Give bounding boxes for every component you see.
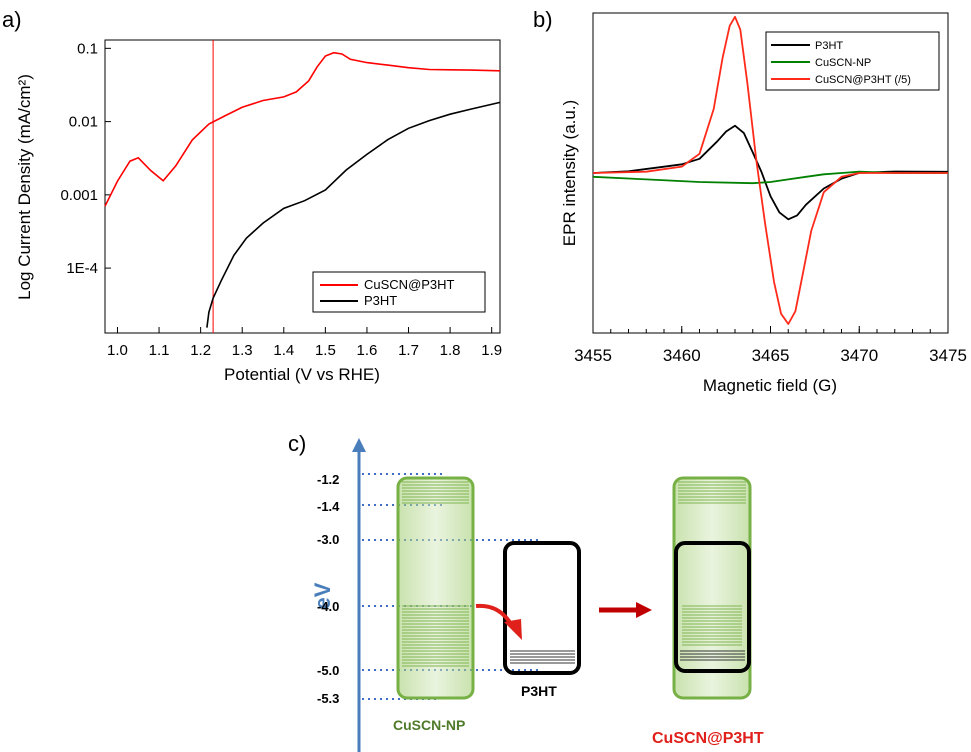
- cuscn-np-label: CuSCN-NP: [393, 717, 465, 733]
- panel-b-series: [592, 15, 949, 325]
- cuscn-np-band-box: [396, 476, 475, 700]
- panel-a-y-tick-label: 1E-4: [66, 260, 98, 277]
- panel-b-series-cuscn-np: [592, 170, 948, 185]
- level-label-1: -1.2: [317, 472, 339, 487]
- panel-a-x-tick-label: 1.2: [190, 342, 211, 359]
- panel-b-x-tick-label: 3455: [574, 346, 612, 365]
- level-label-2: -1.4: [317, 499, 340, 514]
- panel-a-log-current-chart: a) 1.0 1.1 1.2 1.3 1.4 1.5 1.6 1.7 1.8 1.9 1E-4 0.…: [2, 7, 502, 384]
- legend-label-cuscn-np: CuSCN-NP: [815, 57, 871, 69]
- composite-p3ht-box: [674, 541, 751, 673]
- panel-b-ticks: [592, 326, 949, 333]
- panel-a-series-p3ht: [206, 101, 501, 328]
- panel-a-x-tick-label: 1.9: [481, 342, 502, 359]
- legend-label-p3ht-epr: P3HT: [815, 40, 843, 52]
- panel-a-x-tick-label: 1.0: [107, 342, 128, 359]
- cuscn-np-valence-lines: [402, 605, 469, 667]
- panel-a-x-tick-labels: 1.0 1.1 1.2 1.3 1.4 1.5 1.6 1.7 1.8 1.9: [107, 342, 502, 359]
- p3ht-label: P3HT: [521, 683, 557, 699]
- panel-c-energy-diagram: c) eV -1.2 -1.4 -3.0 -4.0 -5.0 -5.3 CuSC…: [288, 431, 764, 752]
- p3ht-band-box: [503, 541, 581, 675]
- panel-a-ticks: [105, 47, 493, 333]
- panel-b-x-tick-label: 3470: [840, 346, 878, 365]
- cuscn-np-conduction-lines: [402, 481, 469, 504]
- panel-b-x-tick-labels: 3455 3460 3465 3470 3475: [574, 346, 967, 365]
- panel-a-label: a): [2, 7, 22, 32]
- panel-a-x-tick-label: 1.3: [232, 342, 253, 359]
- panel-b-y-axis-title: EPR intensity (a.u.): [560, 100, 579, 246]
- level-label-6: -5.3: [317, 691, 339, 706]
- composite-label: CuSCN@P3HT: [652, 730, 764, 747]
- legend-label-cuscn-p3ht-div5: CuSCN@P3HT (/5): [815, 74, 911, 86]
- ev-axis-title: eV: [310, 582, 335, 609]
- panel-b-x-axis-title: Magnetic field (G): [703, 376, 837, 395]
- panel-a-y-tick-label: 0.001: [60, 187, 98, 204]
- panel-a-x-axis-title: Potential (V vs RHE): [224, 365, 380, 384]
- charge-transfer-arrowhead: [504, 619, 522, 640]
- legend-label-p3ht: P3HT: [364, 293, 397, 308]
- panel-a-y-tick-label: 0.1: [77, 40, 98, 57]
- panel-a-x-tick-label: 1.8: [440, 342, 461, 359]
- panel-a-x-tick-label: 1.6: [357, 342, 378, 359]
- composite-valence-lines: [682, 605, 742, 646]
- panel-a-x-tick-label: 1.7: [398, 342, 419, 359]
- panel-c-label: c): [288, 431, 306, 456]
- p3ht-band: [503, 541, 581, 675]
- panel-a-y-axis-title: Log Current Density (mA/cm²): [15, 74, 34, 300]
- composite-green-box: [672, 476, 752, 700]
- panel-a-y-tick-labels: 1E-4 0.001 0.01 0.1: [60, 40, 98, 277]
- level-label-5: -5.0: [317, 663, 339, 678]
- cuscn-np-band: [396, 476, 475, 700]
- panel-b-series-cuscn-p3ht-div5: [592, 15, 948, 325]
- level-label-3: -3.0: [317, 532, 339, 547]
- panel-b-x-tick-label: 3475: [929, 346, 967, 365]
- level-label-4: -4.0: [317, 599, 339, 614]
- panel-a-x-tick-label: 1.5: [315, 342, 336, 359]
- composite-band: [672, 476, 752, 700]
- legend-label-cuscn-p3ht: CuSCN@P3HT: [364, 277, 455, 292]
- panel-b-x-tick-label: 3460: [663, 346, 701, 365]
- composite-conduction-lines: [678, 481, 746, 504]
- panel-b-x-tick-label: 3465: [752, 346, 790, 365]
- panel-b-legend: P3HT CuSCN-NP CuSCN@P3HT (/5): [765, 31, 940, 91]
- panel-a-series: [104, 51, 501, 328]
- panel-b-label: b): [533, 7, 553, 32]
- composite-p3ht-lines: [680, 650, 745, 661]
- ev-axis-arrowhead: [352, 438, 366, 452]
- panel-a-series-cuscn-p3ht: [104, 51, 501, 207]
- panel-a-frame: [104, 39, 501, 334]
- p3ht-level-lines: [510, 650, 575, 664]
- panel-b-epr-chart: b) 3455 3460 3465 3470 3475 P3HT CuSCN-NP Cu…: [533, 7, 967, 395]
- panel-a-legend: CuSCN@P3HT P3HT: [312, 271, 486, 313]
- panel-a-legend-box: [312, 271, 486, 313]
- panel-a-y-tick-label: 0.01: [69, 114, 98, 131]
- panel-a-x-tick-label: 1.1: [149, 342, 170, 359]
- panel-a-x-tick-label: 1.4: [273, 342, 294, 359]
- composite-arrowhead: [636, 602, 652, 618]
